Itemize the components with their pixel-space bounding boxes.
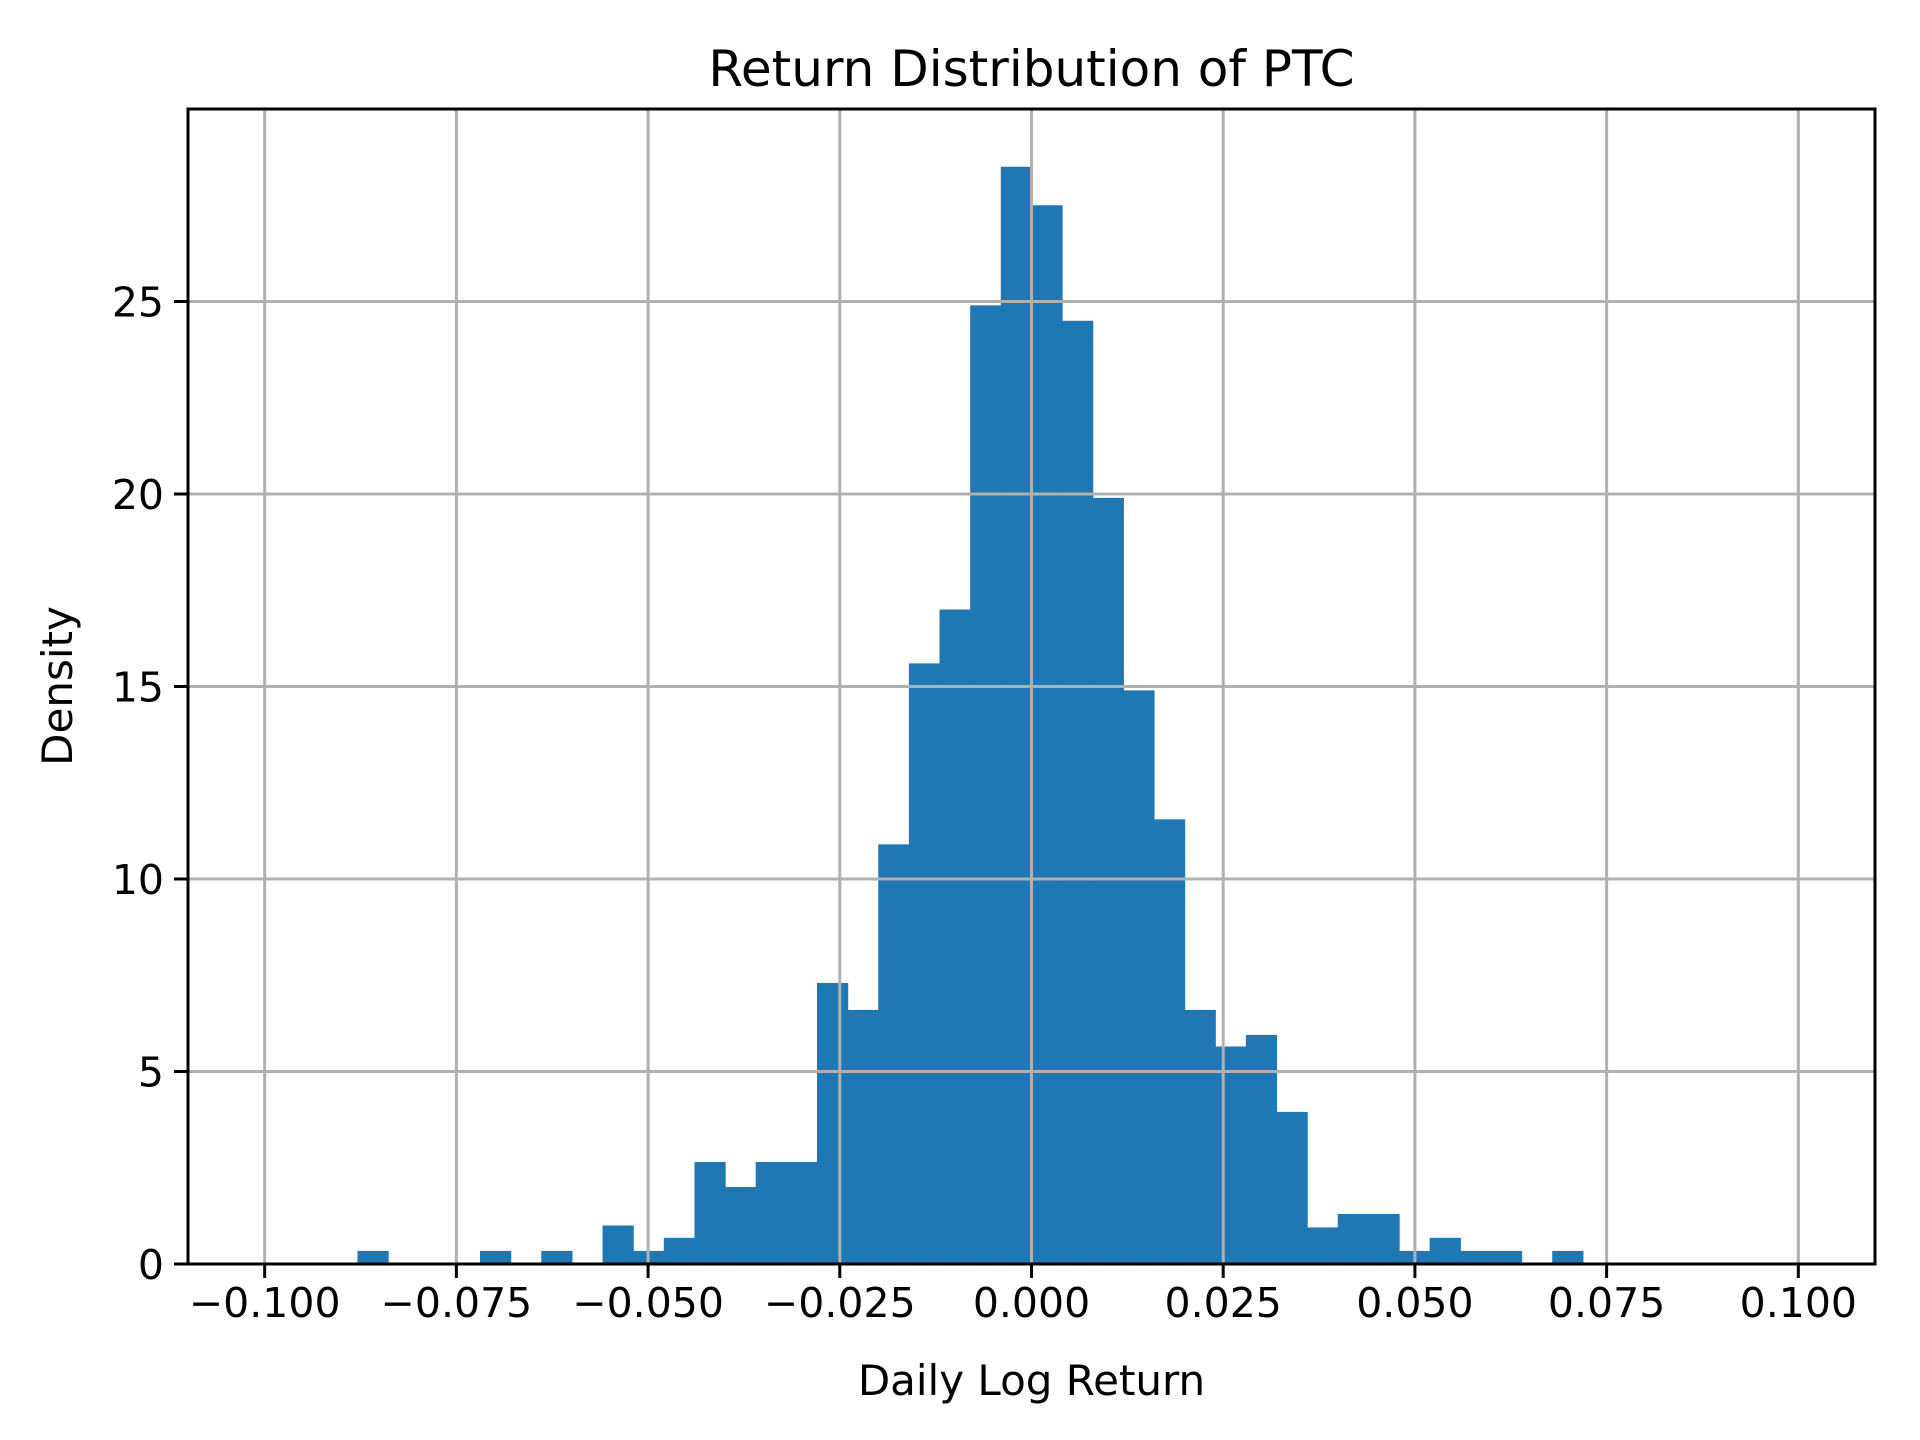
- histogram-bar: [1123, 690, 1155, 1264]
- x-tick-label: 0.000: [973, 1279, 1090, 1327]
- histogram-bar: [1429, 1237, 1461, 1264]
- histogram-bar: [1153, 819, 1186, 1264]
- histogram-bar: [602, 1225, 634, 1264]
- histogram-bar: [663, 1237, 696, 1264]
- histogram-bar: [1276, 1111, 1308, 1264]
- histogram-bar: [1184, 1009, 1216, 1264]
- histogram-bar: [1031, 205, 1063, 1264]
- histogram-bar: [1062, 320, 1094, 1264]
- histogram-bar: [939, 609, 971, 1264]
- histogram-bar: [1245, 1034, 1278, 1264]
- histogram-bar: [1337, 1213, 1369, 1264]
- histogram-bar: [1490, 1250, 1523, 1264]
- y-tick-label: 20: [112, 471, 164, 519]
- histogram-bar: [694, 1161, 726, 1264]
- histogram-bar: [878, 844, 910, 1264]
- histogram-bar: [1552, 1250, 1584, 1264]
- histogram-bar: [725, 1187, 757, 1264]
- histogram-bar: [786, 1161, 818, 1264]
- x-tick-label: 0.050: [1356, 1279, 1473, 1327]
- x-tick-label: 0.025: [1165, 1279, 1282, 1327]
- histogram-bar: [1460, 1250, 1492, 1264]
- histogram-bar: [1092, 497, 1124, 1265]
- x-tick-label: 0.075: [1548, 1279, 1665, 1327]
- histogram-bar: [908, 663, 941, 1264]
- histogram-bar: [1307, 1227, 1339, 1264]
- histogram-bar: [1368, 1213, 1400, 1264]
- x-axis-label: Daily Log Return: [857, 1356, 1206, 1405]
- histogram-bar: [541, 1250, 573, 1264]
- histogram-bar: [1000, 166, 1033, 1264]
- y-tick-label: 10: [112, 856, 164, 904]
- histogram-bar: [816, 982, 849, 1264]
- histogram-bar: [847, 1009, 879, 1264]
- plot-border: [186, 107, 1877, 1266]
- histogram-bar: [480, 1250, 512, 1264]
- x-tick-label: −0.050: [572, 1279, 724, 1327]
- y-tick-label: 0: [138, 1241, 164, 1289]
- histogram-bar: [357, 1250, 389, 1264]
- x-tick-label: −0.025: [764, 1279, 916, 1327]
- y-tick-label: 5: [138, 1049, 164, 1097]
- chart-title: Return Distribution of PTC: [708, 40, 1355, 98]
- histogram-bar: [1215, 1046, 1247, 1264]
- y-tick-label: 25: [112, 279, 164, 327]
- x-tick-label: −0.075: [381, 1279, 533, 1327]
- histogram-bar: [755, 1161, 787, 1264]
- y-tick-label: 15: [112, 664, 164, 712]
- x-tick-label: 0.100: [1740, 1279, 1857, 1327]
- histogram-bar: [970, 305, 1002, 1265]
- x-tick-label: −0.100: [189, 1279, 341, 1327]
- y-axis-label: Density: [33, 606, 82, 766]
